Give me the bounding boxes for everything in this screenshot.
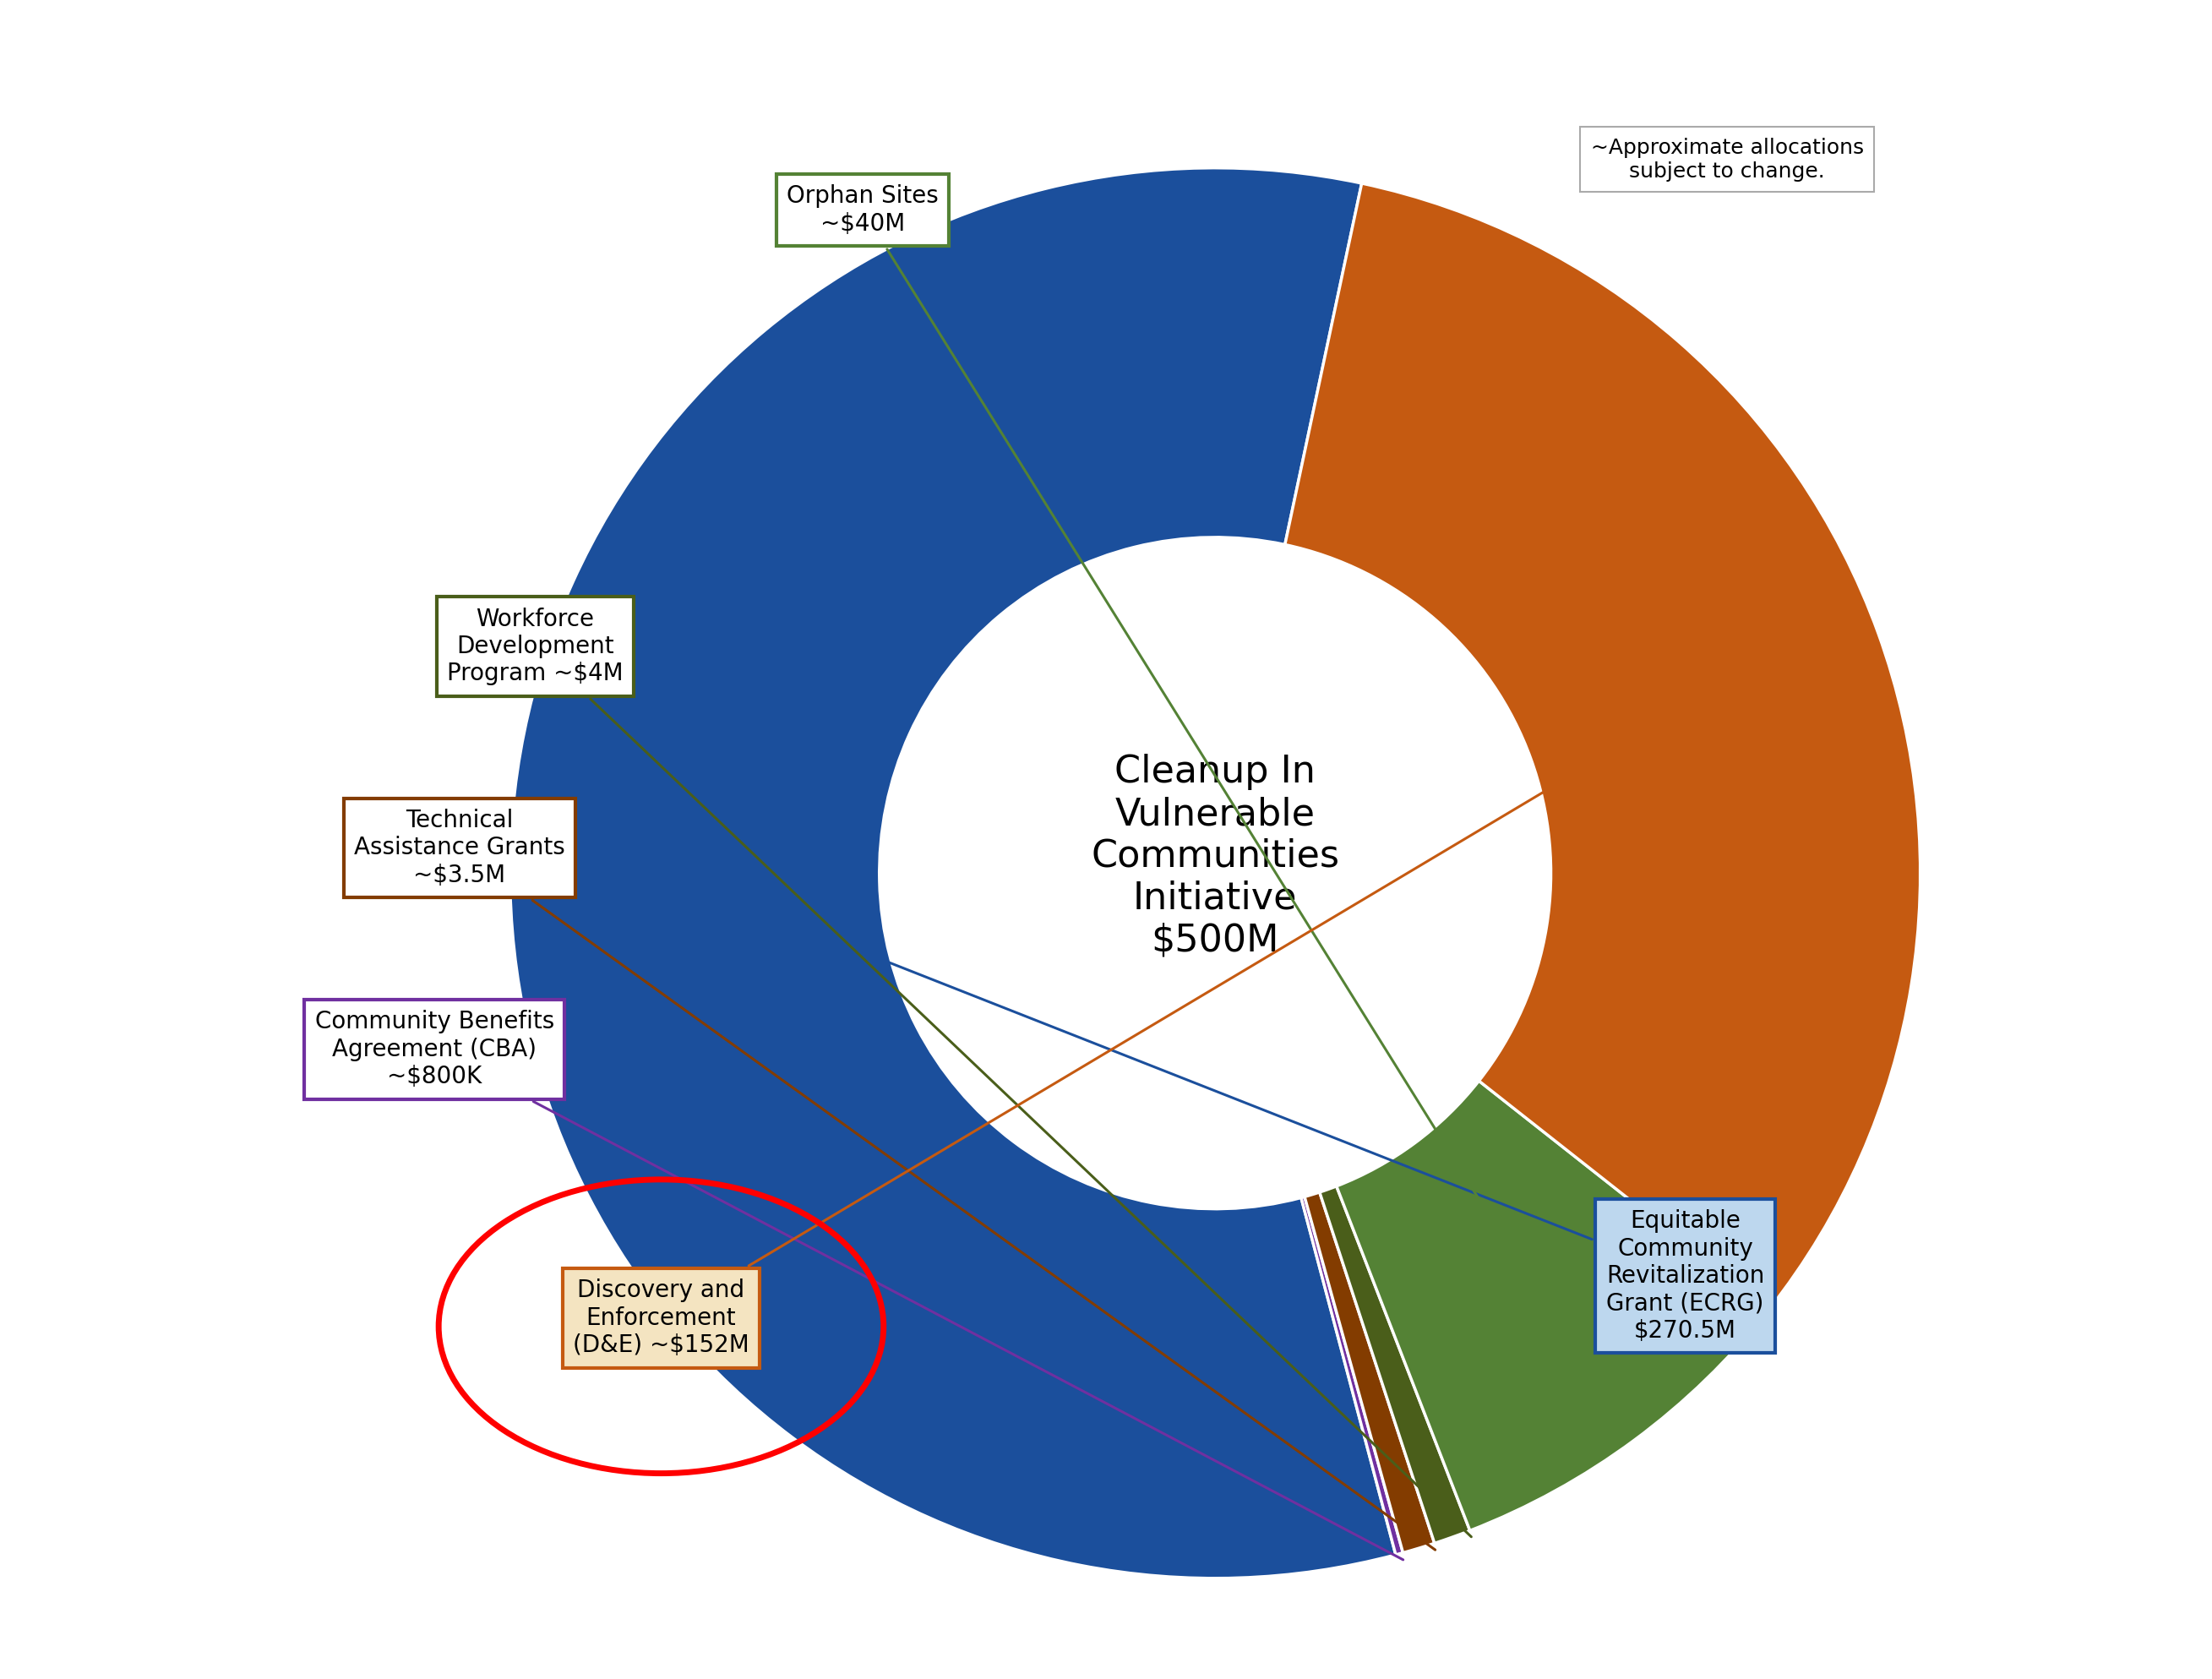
Wedge shape bbox=[511, 168, 1396, 1578]
Wedge shape bbox=[1305, 1192, 1436, 1553]
Circle shape bbox=[880, 537, 1551, 1209]
Text: Technical
Assistance Grants
~$3.5M: Technical Assistance Grants ~$3.5M bbox=[354, 809, 1436, 1550]
Text: ~Approximate allocations
subject to change.: ~Approximate allocations subject to chan… bbox=[1590, 138, 1865, 181]
Text: Discovery and
Enforcement
(D&E) ~$152M: Discovery and Enforcement (D&E) ~$152M bbox=[573, 697, 1703, 1357]
Text: Equitable
Community
Revitalization
Grant (ECRG)
$270.5M: Equitable Community Revitalization Grant… bbox=[697, 887, 1765, 1343]
Text: Community Benefits
Agreement (CBA)
~$800K: Community Benefits Agreement (CBA) ~$800… bbox=[314, 1011, 1402, 1560]
Wedge shape bbox=[1285, 183, 1920, 1310]
Text: Cleanup In
Vulnerable
Communities
Initiative
$500M: Cleanup In Vulnerable Communities Initia… bbox=[1091, 754, 1338, 959]
Wedge shape bbox=[1321, 1185, 1471, 1543]
Wedge shape bbox=[1336, 1081, 1770, 1531]
Text: Workforce
Development
Program ~$4M: Workforce Development Program ~$4M bbox=[447, 608, 1471, 1536]
Text: Orphan Sites
~$40M: Orphan Sites ~$40M bbox=[787, 185, 1599, 1394]
Wedge shape bbox=[1301, 1197, 1402, 1555]
